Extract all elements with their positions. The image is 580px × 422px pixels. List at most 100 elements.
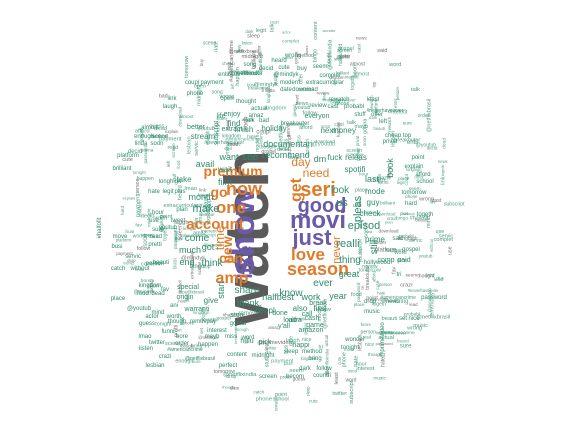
cloud-word-comp: comp <box>377 257 394 264</box>
cloud-filler-word: miss <box>283 138 289 150</box>
cloud-filler-word: place <box>354 302 365 307</box>
cloud-filler-word: music <box>373 375 386 381</box>
cloud-filler-word: @netflixbrasil <box>427 99 433 133</box>
cloud-filler-word: tomorrow <box>214 369 236 375</box>
cloud-filler-word: wonder <box>133 234 150 240</box>
cloud-word-ani: ani <box>170 303 178 309</box>
cloud-word-gonna: gonna <box>230 321 247 327</box>
cloud-word-said: said <box>392 236 403 242</box>
cloud-filler-word: plus <box>436 276 444 281</box>
cloud-word-ever: ever <box>313 278 333 289</box>
cloud-filler-word: togeth <box>163 226 169 241</box>
cloud-filler-word: sleep <box>306 386 311 397</box>
cloud-word-linda: linda <box>135 141 148 147</box>
cloud-filler-word: though <box>180 343 194 348</box>
cloud-filler-word: @netflixbrasil <box>229 49 259 55</box>
cloud-word-know: know <box>279 288 303 299</box>
cloud-filler-word: lesbian <box>357 334 363 350</box>
cloud-word-seem: seem <box>313 64 328 70</box>
cloud-word-thing: thing <box>339 255 361 266</box>
cloud-word-game: game <box>306 322 324 329</box>
cloud-filler-word: music <box>215 120 221 135</box>
cloud-word-tri: tri <box>397 272 402 278</box>
cloud-filler-word: #halfofit <box>410 216 429 222</box>
cloud-filler-word: move <box>184 320 195 325</box>
cloud-filler-word: tweet <box>288 155 302 161</box>
cloud-filler-word: download <box>314 139 335 145</box>
cloud-word-time: time <box>212 226 227 251</box>
cloud-word-great: great <box>339 269 360 279</box>
cloud-filler-word: twitter <box>374 240 387 245</box>
cloud-filler-word: brilliant <box>336 71 350 76</box>
cloud-filler-word: bring <box>183 226 193 231</box>
cloud-word-wait: wait <box>217 165 233 174</box>
cloud-filler-word: least <box>200 220 211 226</box>
cloud-word--primevideo: @primevideo <box>380 322 386 358</box>
cloud-filler-word: food <box>176 160 181 169</box>
cloud-filler-word: rewatch <box>369 95 374 111</box>
cloud-filler-word: bingo <box>396 216 408 222</box>
cloud-filler-word: amaz <box>198 210 204 224</box>
cloud-filler-word: hollywood <box>180 233 199 238</box>
cloud-word--mindyk: @mindyk <box>273 72 299 78</box>
cloud-filler-word: hate <box>353 355 359 366</box>
cloud-word-mayb: mayb <box>205 334 220 340</box>
cloud-filler-word: linda <box>135 267 145 272</box>
cloud-word-break: break <box>309 300 327 307</box>
cloud-filler-word: @netflixindia <box>324 348 329 375</box>
cloud-filler-word: drop <box>226 374 236 380</box>
cloud-word-twitter: twitter <box>149 340 165 346</box>
cloud-word-peopl: peopl <box>255 306 275 315</box>
cloud-filler-word: modern <box>255 134 261 151</box>
cloud-filler-word: bingo <box>198 193 210 198</box>
cloud-filler-word: #neverhaveiever <box>204 140 244 146</box>
cloud-filler-word: subscript <box>349 380 355 404</box>
cloud-filler-word: top <box>206 199 212 207</box>
cloud-filler-word: food <box>425 272 435 277</box>
cloud-word-listen: listen <box>139 346 153 352</box>
cloud-filler-word: seem <box>406 274 418 279</box>
cloud-filler-word: beauti <box>415 218 427 223</box>
cloud-filler-word: longhigh <box>398 236 417 242</box>
cloud-word-subscript: subscript <box>214 121 220 145</box>
cloud-filler-word: content <box>141 261 161 267</box>
cloud-word-longhigh: longhigh <box>159 179 182 185</box>
cloud-word-money: money <box>332 126 356 135</box>
cloud-filler-word: bad <box>321 92 326 100</box>
cloud-filler-word: soon <box>353 65 359 78</box>
cloud-filler-word: twitter <box>265 346 277 351</box>
cloud-word-just: just <box>291 225 332 250</box>
cloud-filler-word: servic <box>229 142 242 147</box>
cloud-filler-word: sleep <box>247 34 260 40</box>
cloud-word-season: season <box>287 259 349 279</box>
cloud-word-go: go <box>210 184 227 200</box>
cloud-filler-word: though <box>222 385 234 390</box>
cloud-word-screen: screen <box>259 374 277 380</box>
cloud-word-like: like <box>235 245 257 278</box>
cloud-filler-word: though <box>368 352 383 357</box>
cloud-filler-word: longhigh <box>406 167 422 172</box>
cloud-word-everyon: everyon <box>305 113 330 120</box>
cloud-word-scene: scene <box>152 134 169 140</box>
cloud-filler-word: #halfofit <box>223 313 240 318</box>
cloud-word-recommend: recommend <box>262 150 310 160</box>
cloud-filler-word: top <box>204 264 211 270</box>
cloud-filler-word: togeth <box>350 76 356 91</box>
cloud-word-new: new <box>219 236 235 263</box>
cloud-filler-word: word <box>388 62 401 68</box>
cloud-filler-word: brilliant <box>380 201 396 207</box>
cloud-word-person: person <box>146 261 164 267</box>
cloud-word-thank: thank <box>237 298 260 308</box>
cloud-word-legit: legit <box>162 189 173 195</box>
cloud-filler-word: entir <box>407 140 419 146</box>
cloud-filler-word: funni <box>361 322 371 327</box>
cloud-filler-word: payment <box>159 137 182 143</box>
cloud-word-much: much <box>179 245 201 255</box>
cloud-word-hollywood: hollywood <box>364 260 391 266</box>
cloud-word-wonder: wonder <box>344 337 365 343</box>
cloud-filler-word: song <box>212 89 223 95</box>
cloud-filler-word: plus <box>400 211 409 216</box>
cloud-filler-word: catch <box>254 390 265 395</box>
cloud-filler-word: @netflixbrasil <box>178 290 204 295</box>
cloud-word-find: find <box>228 119 241 128</box>
